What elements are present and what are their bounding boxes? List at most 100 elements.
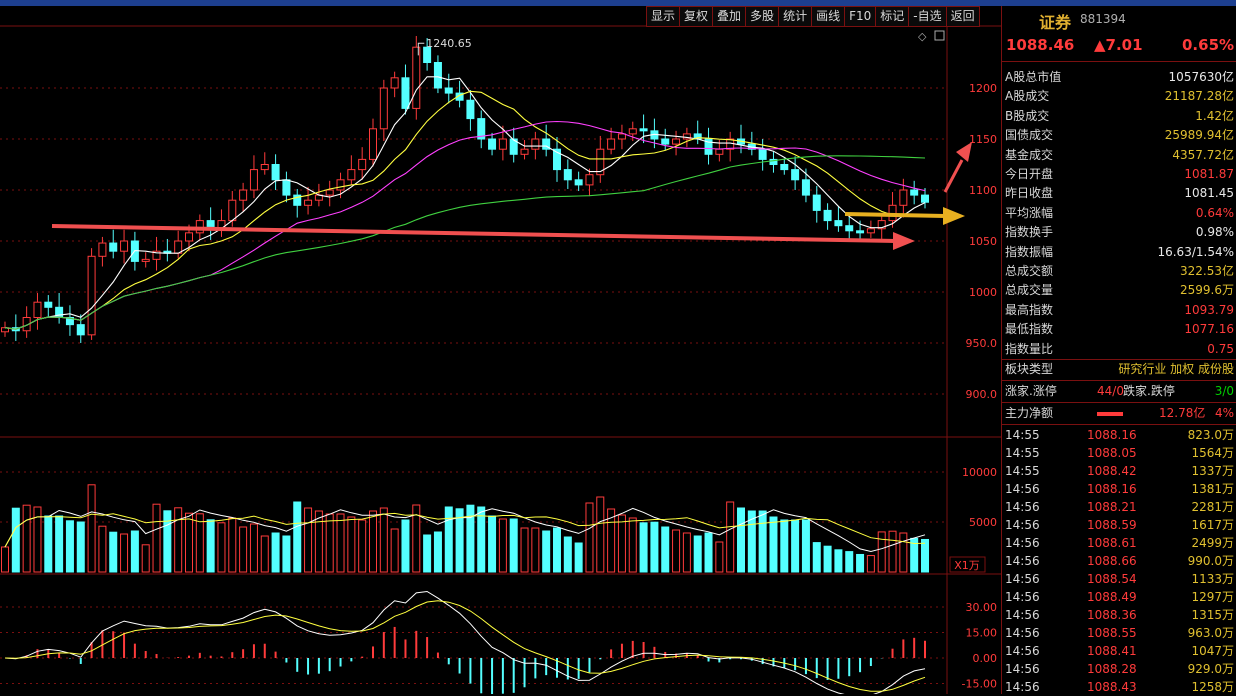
- candle-body: [509, 138, 518, 155]
- stat-label: 总成交量: [1005, 283, 1054, 298]
- price-axis-label: 1100: [969, 184, 997, 197]
- candle-body: [444, 87, 453, 94]
- candle-body: [488, 138, 497, 150]
- volume-bar: [531, 527, 540, 573]
- candle-body: [812, 194, 821, 211]
- candle-body: [682, 133, 691, 140]
- volume-axis-label: 10000: [962, 466, 997, 479]
- toolbar-button-3[interactable]: 多股: [746, 6, 780, 27]
- candle-body: [758, 148, 767, 160]
- tick-time: 14:56: [1005, 500, 1040, 514]
- candle-body: [44, 301, 53, 308]
- tick-volume: 1315万: [1191, 608, 1234, 622]
- arrowhead-up: [956, 142, 972, 162]
- tick-price: 1088.43: [1087, 680, 1137, 694]
- candle-body: [22, 317, 31, 332]
- up-label: 涨家.涨停: [1005, 384, 1057, 398]
- price-axis-label: 1200: [969, 82, 997, 95]
- candle-body: [542, 138, 551, 150]
- volume-bar: [55, 515, 64, 573]
- window-title-bar: [0, 0, 1236, 6]
- tick-time: 14:56: [1005, 680, 1040, 694]
- candle-body: [304, 199, 313, 206]
- candle-body: [228, 199, 237, 222]
- toolbar-button-1[interactable]: 复权: [680, 6, 714, 27]
- volume-bar: [22, 504, 31, 573]
- price-axis-label: 1150: [969, 133, 997, 146]
- volume-bar: [347, 516, 356, 573]
- stat-label: 基金成交: [1005, 147, 1054, 162]
- ma10-line: [4, 90, 926, 330]
- candle-body: [520, 148, 529, 155]
- annotation-arrow: [943, 159, 964, 193]
- stat-row: A股总市值 1057630亿: [1005, 68, 1234, 87]
- candle-body: [423, 46, 432, 64]
- toolbar-button-6[interactable]: F10: [845, 6, 877, 27]
- toolbar-button-4[interactable]: 统计: [779, 6, 813, 27]
- updown-row: 涨家.涨停 44/0 跌家.跌停 3/0: [1005, 382, 1234, 401]
- candle-body: [866, 228, 875, 234]
- price-change: ▲7.01: [1094, 36, 1143, 54]
- tick-time: 14:56: [1005, 518, 1040, 532]
- toolbar-button-7[interactable]: 标记: [876, 6, 910, 27]
- macd-axis-label: 15.00: [966, 627, 998, 640]
- candle-body: [877, 220, 886, 230]
- tick-volume: 823.0万: [1187, 428, 1234, 442]
- volume-unit-box: [949, 556, 986, 573]
- stat-value: 25989.94亿: [1164, 128, 1234, 143]
- kline-chart-area[interactable]: 1200 1150 1100 1050 1000 950.0 900.0 1240.65 ◇ 10…: [0, 0, 1001, 694]
- candle-body: [358, 158, 367, 171]
- ma20-line: [4, 120, 926, 330]
- ma60-line: [4, 155, 926, 330]
- candle-body: [185, 232, 193, 242]
- mainflow-label: 主力净额: [1005, 406, 1054, 420]
- annotation-arrow: [844, 212, 946, 218]
- mainflow-row: 主力净额 12.78亿 4%: [1005, 404, 1234, 423]
- volume-bar: [65, 520, 74, 573]
- candle-body: [76, 324, 85, 336]
- volume-bar: [260, 535, 269, 573]
- volume-bar: [98, 525, 107, 573]
- candle-body: [607, 138, 616, 150]
- tick-time: 14:56: [1005, 572, 1040, 586]
- volume-bar: [423, 534, 432, 573]
- mainflow-value: 12.78亿: [1159, 406, 1206, 420]
- board-type-value[interactable]: 研究行业 加权 成份股: [1118, 362, 1234, 376]
- volume-bar: [509, 518, 518, 573]
- candle-body: [271, 164, 280, 181]
- stat-label: 指数振幅: [1005, 244, 1054, 259]
- board-type-row[interactable]: 板块类型 研究行业 加权 成份股: [1005, 360, 1234, 379]
- tick-volume: 1133万: [1191, 572, 1234, 586]
- toolbar-button-8[interactable]: -自选: [909, 6, 947, 27]
- tick-volume: 963.0万: [1187, 626, 1234, 640]
- tick-price: 1088.59: [1087, 518, 1137, 532]
- arrowhead-red: [893, 232, 915, 250]
- stat-value: 21187.28亿: [1164, 89, 1234, 104]
- volume-bar: [693, 535, 702, 573]
- volume-bar: [228, 517, 237, 573]
- macd-axis-label: 30.00: [966, 601, 998, 614]
- toolbar-button-9[interactable]: 返回: [946, 6, 980, 27]
- volume-bar: [791, 519, 800, 573]
- volume-bar: [314, 510, 323, 573]
- tick-time: 14:56: [1005, 662, 1040, 676]
- stat-value: 322.53亿: [1180, 264, 1234, 278]
- toolbar-button-2[interactable]: 叠加: [713, 6, 747, 27]
- stat-label: 最低指数: [1005, 322, 1054, 337]
- volume-bar: [737, 507, 745, 573]
- tick-volume: 929.0万: [1187, 662, 1234, 676]
- toolbar-button-0[interactable]: 显示: [646, 6, 681, 27]
- chart-toolbar: 显示 复权 叠加 多股 统计 画线 F10 标记 -自选 返回: [646, 6, 980, 27]
- toolbar-button-5[interactable]: 画线: [812, 6, 846, 27]
- volume-bar: [293, 501, 302, 573]
- candle-body: [715, 148, 724, 155]
- volume-bar: [801, 519, 810, 573]
- tick-volume: 1337万: [1191, 464, 1234, 478]
- down-label: 跌家.跌停: [1123, 384, 1175, 398]
- stat-row: 最高指数 1093.79: [1005, 301, 1234, 320]
- tick-price: 1088.55: [1087, 626, 1137, 640]
- tick-volume: 1047万: [1191, 644, 1234, 658]
- volume-bar: [163, 510, 172, 573]
- volume-bar: [845, 551, 854, 573]
- tick-price: 1088.49: [1087, 590, 1137, 604]
